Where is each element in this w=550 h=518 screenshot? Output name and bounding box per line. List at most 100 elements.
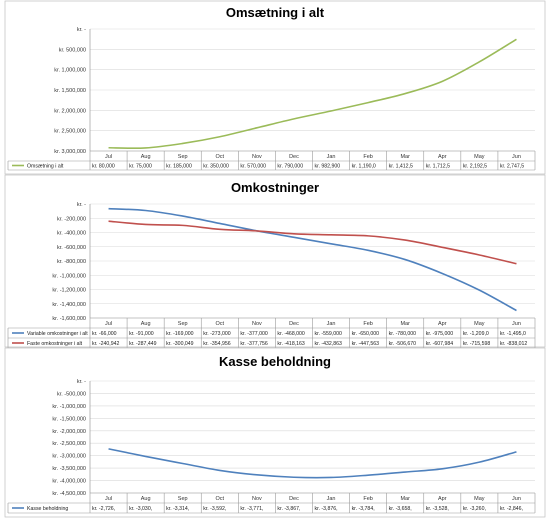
- y-tick-label: kr. -1,200,000: [52, 288, 86, 294]
- x-tick-label: Apr: [438, 496, 447, 502]
- data-label: kr. -377,756: [240, 341, 268, 347]
- data-label: kr. 2,192,5: [463, 164, 487, 170]
- data-label: kr. -91,000: [129, 331, 154, 337]
- chart-title: Omkostninger: [231, 180, 319, 195]
- data-label: kr. 80,000: [92, 164, 115, 170]
- y-tick-label: kr. -600,000: [57, 245, 86, 251]
- x-tick-label: Oct: [216, 321, 225, 327]
- y-tick-label: kr. -2,500,000: [52, 441, 86, 447]
- data-label: kr. 350,000: [203, 164, 229, 170]
- x-tick-label: Apr: [438, 321, 447, 327]
- series-name: Faste omkostninger i alt: [27, 341, 83, 347]
- x-tick-label: Dec: [289, 496, 299, 502]
- data-label: kr. 1,412,5: [389, 164, 413, 170]
- data-label: kr. -273,000: [203, 331, 231, 337]
- data-label: kr. 1,712,5: [426, 164, 450, 170]
- x-tick-label: Nov: [252, 496, 262, 502]
- data-label: kr. -3,528,: [426, 506, 449, 512]
- x-tick-label: Nov: [252, 154, 262, 160]
- data-label: kr. -447,563: [352, 341, 380, 347]
- y-tick-label: kr. 3,000,000: [54, 149, 86, 155]
- x-tick-label: Jul: [105, 321, 112, 327]
- chart-panel: Omsætning i alt kr. - kr. 500,000 kr. 1,000…: [4, 0, 546, 175]
- x-tick-label: Feb: [363, 154, 372, 160]
- chart-title: Kasse beholdning: [219, 354, 331, 369]
- y-tick-label: kr. -1,500,000: [52, 416, 86, 422]
- data-label: kr. -3,658,: [389, 506, 412, 512]
- y-tick-label: kr. 1,000,000: [54, 68, 86, 74]
- data-label: kr. -3,030,: [129, 506, 152, 512]
- data-label: kr. -3,784,: [352, 506, 375, 512]
- x-tick-label: Dec: [289, 321, 299, 327]
- data-label: kr. 75,000: [129, 164, 152, 170]
- chart-title: Omsætning i alt: [226, 5, 325, 20]
- x-tick-label: Jul: [105, 496, 112, 502]
- x-tick-label: May: [474, 321, 485, 327]
- x-tick-label: Jan: [327, 154, 336, 160]
- chart-frame: [4, 347, 546, 518]
- data-label: kr. 982,900: [315, 164, 341, 170]
- series-name: Kasse beholdning: [27, 506, 68, 512]
- x-tick-label: Jun: [512, 321, 521, 327]
- y-tick-label: kr. -: [77, 202, 86, 208]
- data-label: kr. -975,000: [426, 331, 454, 337]
- y-tick-label: kr. 500,000: [59, 47, 86, 53]
- data-label: kr. 1,190,0: [352, 164, 376, 170]
- data-label: kr. -1,209,0: [463, 331, 489, 337]
- data-label: kr. -3,867,: [277, 506, 300, 512]
- x-tick-label: Apr: [438, 154, 447, 160]
- series-line: [108, 448, 517, 479]
- data-label: kr. -3,592,: [203, 506, 226, 512]
- x-tick-label: Aug: [141, 154, 151, 160]
- x-tick-label: Aug: [141, 496, 151, 502]
- x-tick-label: Aug: [141, 321, 151, 327]
- data-label: kr. -838,012: [500, 341, 528, 347]
- y-tick-label: kr. -1,000,000: [52, 404, 86, 410]
- data-label: kr. -3,260,: [463, 506, 486, 512]
- data-label: kr. -715,598: [463, 341, 491, 347]
- x-tick-label: Dec: [289, 154, 299, 160]
- y-tick-label: kr. -500,000: [57, 391, 86, 397]
- data-label: kr. -2,846,: [500, 506, 523, 512]
- x-tick-label: Oct: [216, 496, 225, 502]
- data-label: kr. -2,726,: [92, 506, 115, 512]
- chart-panel: Omkostninger kr. - kr. -200,000 kr. -400,00…: [4, 174, 546, 349]
- x-tick-label: Mar: [400, 496, 410, 502]
- chart-panel: Kasse beholdning kr. - kr. -500,000 kr. -1,…: [4, 347, 546, 518]
- y-tick-label: kr. -2,000,000: [52, 429, 86, 435]
- x-tick-label: Mar: [400, 321, 410, 327]
- x-tick-label: Jul: [105, 154, 112, 160]
- y-tick-label: kr. -1,000,000: [52, 273, 86, 279]
- chart-frame: [4, 0, 546, 175]
- data-label: kr. -287,449: [129, 341, 157, 347]
- y-tick-label: kr. -200,000: [57, 216, 86, 222]
- data-label: kr. -1,495,0: [500, 331, 526, 337]
- y-tick-label: kr. -1,600,000: [52, 316, 86, 322]
- x-tick-label: Jan: [327, 321, 336, 327]
- y-tick-label: kr. -3,500,000: [52, 466, 86, 472]
- data-label: kr. -377,000: [240, 331, 268, 337]
- data-label: kr. -559,000: [315, 331, 343, 337]
- series-line: [108, 207, 517, 312]
- data-label: kr. -3,771,: [240, 506, 263, 512]
- data-label: kr. -3,314,: [166, 506, 189, 512]
- x-tick-label: Mar: [400, 154, 410, 160]
- series-name: Variable omkostninger i alt: [27, 331, 88, 337]
- x-tick-label: Jun: [512, 496, 521, 502]
- x-tick-label: Jan: [327, 496, 336, 502]
- data-label: kr. -432,863: [315, 341, 343, 347]
- x-tick-label: Sep: [178, 321, 188, 327]
- data-label: kr. -240,942: [92, 341, 120, 347]
- y-tick-label: kr. -3,000,000: [52, 454, 86, 460]
- y-tick-label: kr. -800,000: [57, 259, 86, 265]
- y-tick-label: kr. -: [77, 379, 86, 385]
- x-tick-label: Oct: [216, 154, 225, 160]
- y-tick-label: kr. -1,400,000: [52, 302, 86, 308]
- series-line: [108, 220, 517, 265]
- y-tick-label: kr. -4,000,000: [52, 479, 86, 485]
- y-tick-label: kr. -4,500,000: [52, 491, 86, 497]
- data-label: kr. -169,000: [166, 331, 194, 337]
- data-label: kr. 790,000: [277, 164, 303, 170]
- x-tick-label: Feb: [363, 496, 372, 502]
